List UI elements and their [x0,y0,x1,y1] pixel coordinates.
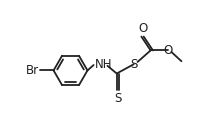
Text: Br: Br [26,64,39,77]
Text: O: O [163,44,172,57]
Text: NH: NH [95,58,113,71]
Text: S: S [130,58,137,71]
Text: O: O [138,22,147,35]
Text: S: S [114,92,122,105]
